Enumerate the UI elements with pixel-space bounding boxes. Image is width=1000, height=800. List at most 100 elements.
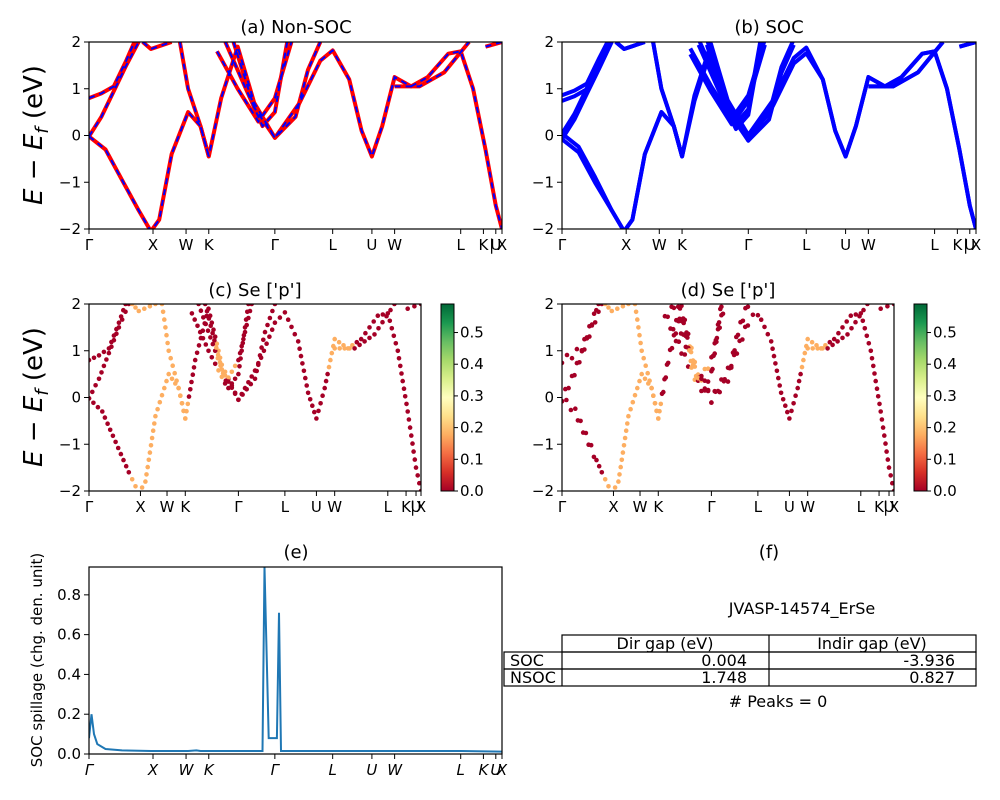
band-point <box>880 425 886 430</box>
band-point <box>866 341 872 346</box>
x-tick-label: K <box>180 498 191 516</box>
band-point <box>194 350 200 356</box>
band-point <box>409 433 414 438</box>
band-point <box>844 319 849 324</box>
x-tick-label: L <box>328 236 337 254</box>
band-point <box>150 428 156 434</box>
band-point <box>371 319 377 324</box>
x-tick-label: L <box>930 236 939 254</box>
band-point <box>267 334 272 340</box>
x-tick-label: U <box>964 236 975 254</box>
band-point <box>710 366 715 372</box>
x-tick-label: X <box>621 236 631 254</box>
colorbar-tick-label: 0.4 <box>460 355 484 373</box>
x-tick-label: W <box>179 761 195 779</box>
band-point <box>609 308 615 314</box>
band-point <box>91 355 97 361</box>
band-point <box>815 346 820 351</box>
x-tick-label: X <box>497 236 507 254</box>
y-tick-label: 0 <box>71 127 81 145</box>
y-tick-label: 2 <box>544 33 554 51</box>
x-tick-label: X <box>608 498 618 516</box>
x-tick-label: W <box>861 236 876 254</box>
band-point <box>637 378 642 384</box>
band-point <box>405 409 411 414</box>
band-point <box>566 385 571 391</box>
y-tick-label: −1 <box>532 435 554 453</box>
band-point <box>123 463 129 469</box>
x-tick-label: W <box>387 761 403 779</box>
band-point <box>217 359 223 365</box>
band-point <box>622 435 628 441</box>
band-point <box>214 341 220 347</box>
band-point <box>181 408 186 414</box>
band-point <box>658 401 664 407</box>
band-point <box>583 430 589 436</box>
colorbar-tick-label: 0.2 <box>460 419 484 437</box>
y-tick-label: 0 <box>71 389 81 407</box>
band-point <box>692 364 698 369</box>
band-point <box>222 373 228 378</box>
panel-f: (f) JVASP-14574_ErSe Dir gap (eV) Indir … <box>503 542 977 711</box>
band-point <box>282 310 288 315</box>
band-point <box>661 389 666 395</box>
band-point <box>404 401 409 407</box>
band-point <box>702 366 708 372</box>
x-tick-label: U <box>411 498 422 516</box>
band-point <box>835 339 840 344</box>
band-point <box>367 335 372 341</box>
band-point <box>883 441 888 446</box>
band-point <box>641 355 646 361</box>
band-point <box>129 477 135 482</box>
band-point <box>191 365 197 370</box>
band-point <box>574 346 580 352</box>
band-point <box>768 339 774 344</box>
band-point <box>721 379 727 384</box>
band-point <box>255 360 261 366</box>
band-point <box>326 364 332 370</box>
band-point <box>669 345 675 351</box>
band-point <box>148 443 154 448</box>
band-point <box>651 393 656 399</box>
band-point <box>773 361 778 366</box>
band-point <box>272 320 278 326</box>
band-point <box>868 348 874 354</box>
band-point <box>241 336 246 342</box>
band-point <box>337 346 343 351</box>
band-point <box>656 416 661 421</box>
band-point <box>853 319 858 325</box>
x-tick-label: L <box>457 761 465 779</box>
band-point <box>642 376 648 382</box>
band-point <box>144 472 149 477</box>
panel-d-colorbar <box>913 303 928 492</box>
band-point <box>197 329 203 335</box>
band-point <box>100 409 105 414</box>
band-point <box>652 401 658 406</box>
x-tick-label: W <box>327 498 342 516</box>
band-point <box>848 313 854 319</box>
band-point <box>312 409 317 415</box>
band-point <box>785 409 790 415</box>
panel-f-title: (f) <box>759 542 779 563</box>
band-point <box>196 343 202 348</box>
band-point <box>113 439 118 445</box>
band-point <box>163 325 168 330</box>
band-point <box>712 351 717 356</box>
x-tick-label: W <box>633 498 648 516</box>
band-point <box>825 346 830 351</box>
band-point <box>157 399 163 405</box>
band-point <box>322 385 328 391</box>
band-point <box>729 363 734 369</box>
band-point <box>352 346 357 351</box>
band-point <box>681 320 686 326</box>
band-blue-5 <box>216 42 293 124</box>
band-point <box>637 332 642 338</box>
y-tick-label: 0.0 <box>57 745 81 763</box>
band-point <box>820 346 825 351</box>
panel-e: (e) 0.00.20.40.60.8Γ X W K Γ L U W L K UX SOC spil… <box>28 542 508 779</box>
colorbar-tick-label: 0.3 <box>460 387 484 405</box>
x-tick-label: Γ <box>85 498 94 516</box>
x-tick-label: U <box>884 498 895 516</box>
band-point <box>90 389 95 395</box>
